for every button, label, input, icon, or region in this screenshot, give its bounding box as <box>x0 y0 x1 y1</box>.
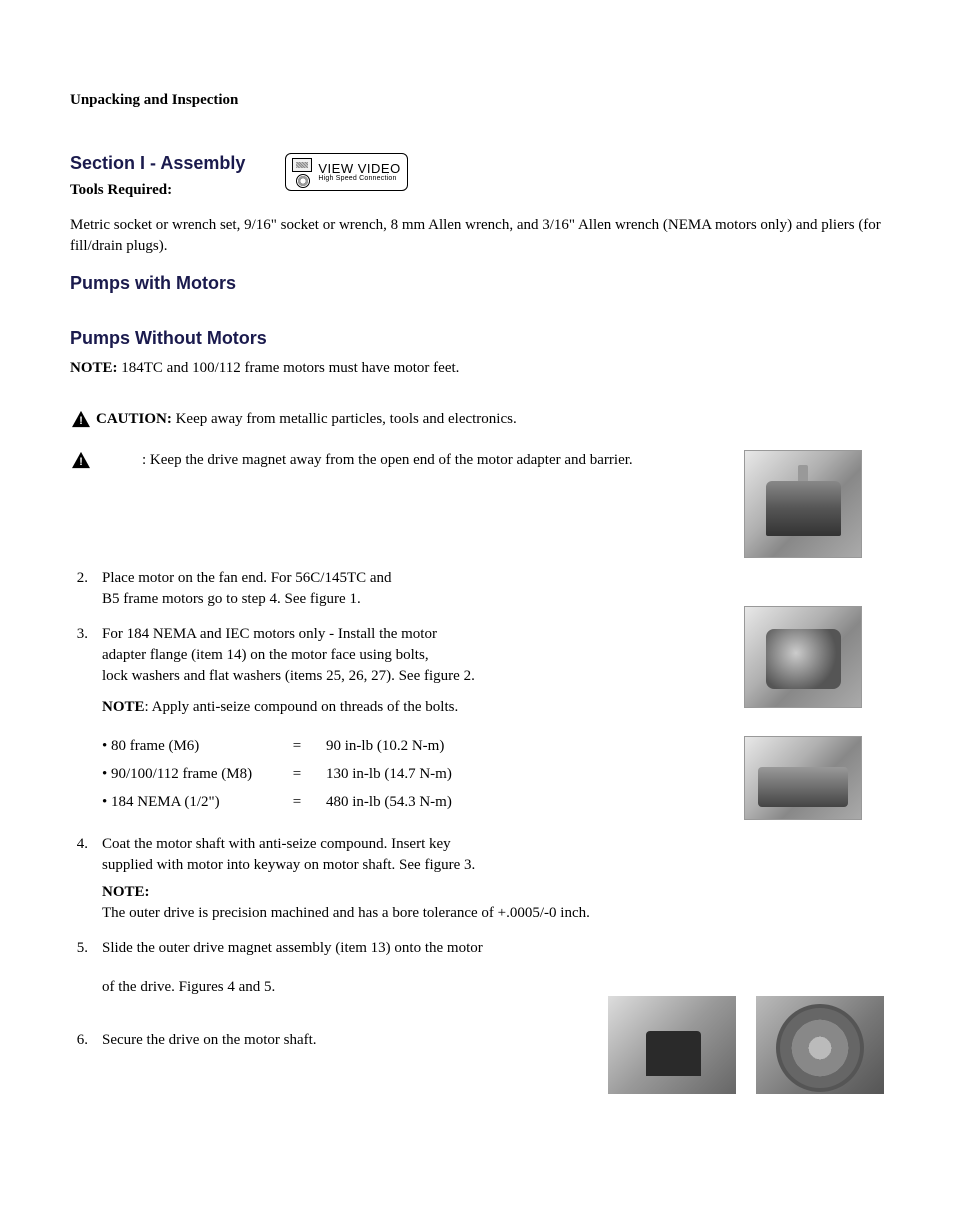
figure-1-image <box>744 450 862 558</box>
caution-text: CAUTION: Keep away from metallic particl… <box>96 409 517 430</box>
step-4-number: 4. <box>70 834 88 924</box>
video-icon <box>292 158 312 186</box>
view-video-button[interactable]: VIEW VIDEO High Speed Connection <box>285 153 407 191</box>
step-3-text: For 184 NEMA and IEC motors only - Insta… <box>102 624 724 820</box>
warning-icon: ! <box>70 450 92 470</box>
step-4-text: Coat the motor shaft with anti-seize com… <box>102 834 724 924</box>
tools-text: Metric socket or wrench set, 9/16" socke… <box>70 215 884 257</box>
caution-2-text: : Keep the drive magnet away from the op… <box>142 450 633 471</box>
pumps-without-motors-heading: Pumps Without Motors <box>70 326 884 351</box>
figure-4-image <box>608 996 736 1094</box>
step-2-text: Place motor on the fan end. For 56C/145T… <box>102 568 724 610</box>
figure-5-image <box>756 996 884 1094</box>
step-2-number: 2. <box>70 568 88 610</box>
view-video-sublabel: High Speed Connection <box>318 175 400 182</box>
torque-table: • 80 frame (M6) = 90 in-lb (10.2 N-m) • … <box>102 736 724 813</box>
pumps-with-motors-heading: Pumps with Motors <box>70 271 884 296</box>
section-1-title: Section I - Assembly <box>70 151 245 176</box>
step-6-text: Secure the drive on the motor shaft. <box>102 1030 564 1051</box>
step-6-number: 6. <box>70 1030 88 1051</box>
figure-2-image <box>744 606 862 708</box>
svg-text:!: ! <box>79 415 83 427</box>
step-5-text: Slide the outer drive magnet assembly (i… <box>102 938 724 998</box>
view-video-label: VIEW VIDEO <box>318 162 400 175</box>
note-frame-text: NOTE: 184TC and 100/112 frame motors mus… <box>70 358 884 379</box>
svg-text:!: ! <box>79 455 83 467</box>
step-3-number: 3. <box>70 624 88 820</box>
step-5-number: 5. <box>70 938 88 998</box>
unpacking-heading: Unpacking and Inspection <box>70 90 884 111</box>
figure-3-image <box>744 736 862 820</box>
tools-required-label: Tools Required: <box>70 180 245 201</box>
warning-icon: ! <box>70 409 92 429</box>
